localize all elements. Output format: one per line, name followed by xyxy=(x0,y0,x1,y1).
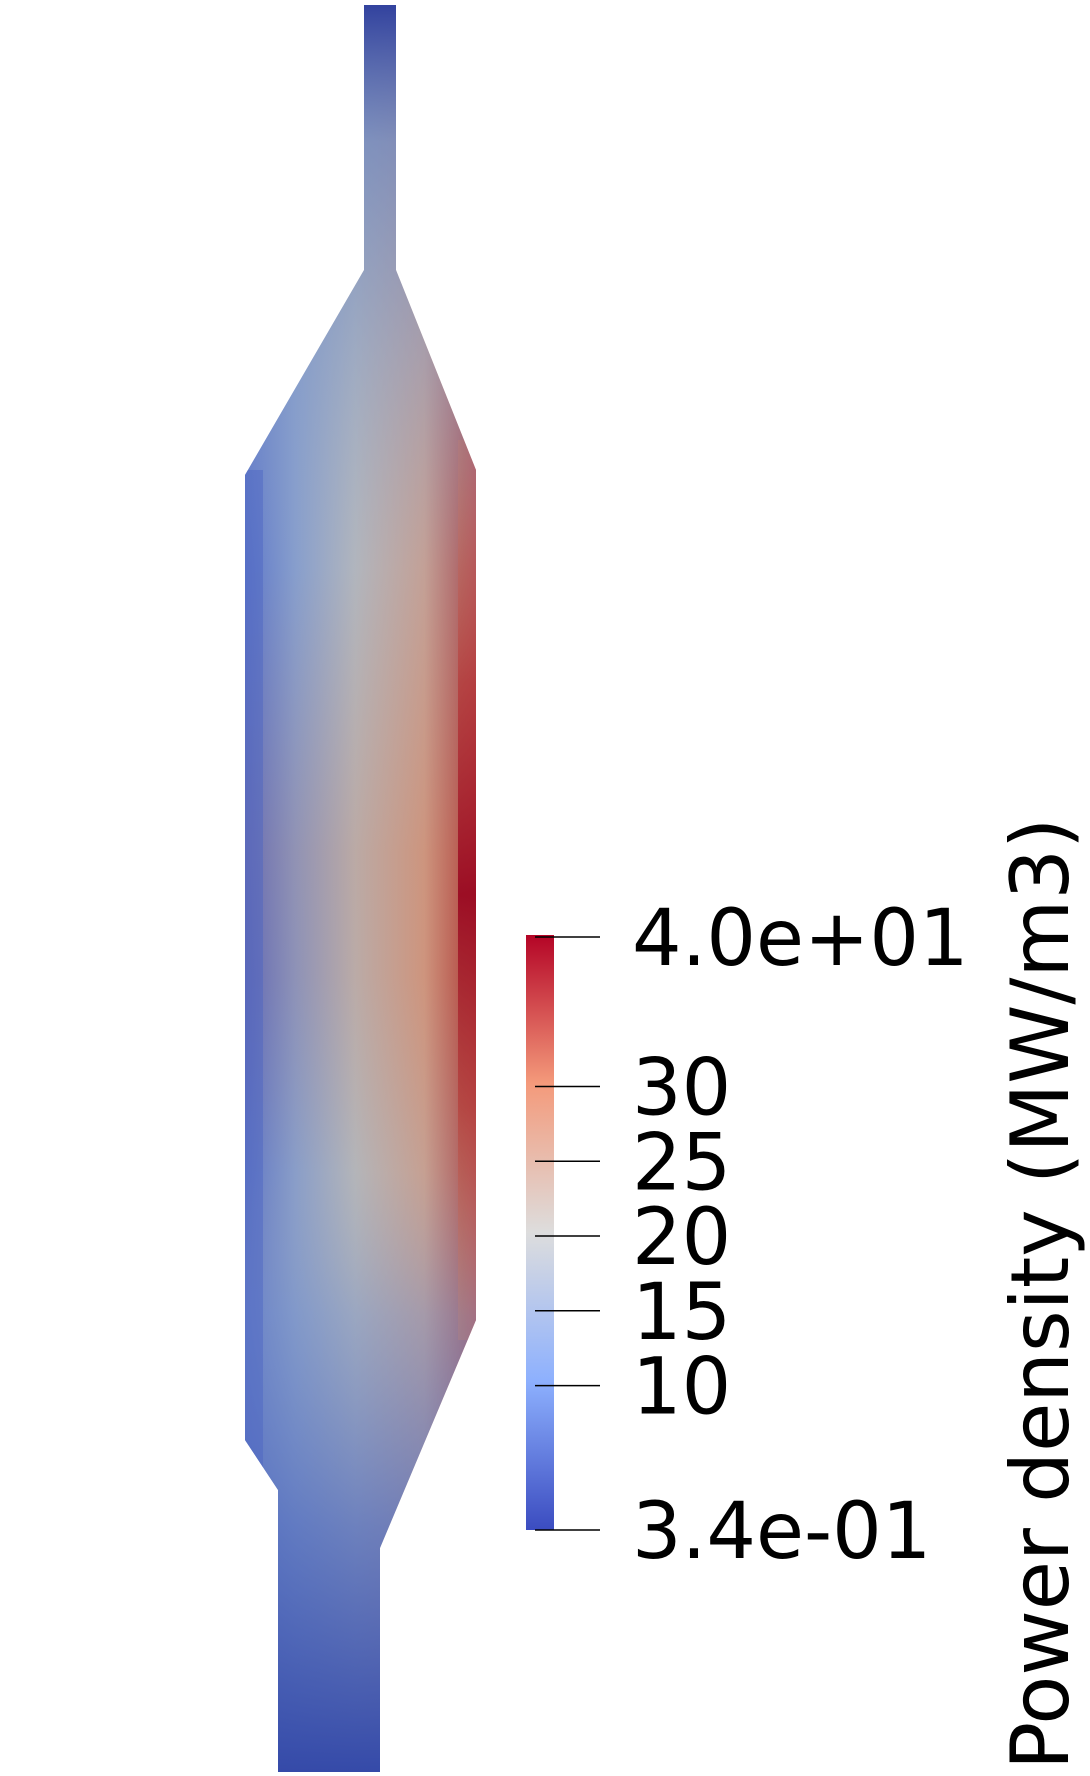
colorbar-tick-label: 30 xyxy=(632,1044,731,1134)
colorbar-tick-label: 4.0e+01 xyxy=(632,894,969,984)
colorbar-tick-label: 10 xyxy=(632,1343,731,1433)
colorbar-title: Power density (MW/m3) xyxy=(994,818,1087,1770)
field-cool-wall xyxy=(245,470,263,1470)
colorbar-tick-label: 3.4e-01 xyxy=(632,1487,931,1577)
colorbar-tick-label: 25 xyxy=(632,1118,731,1208)
reactor-field-plot xyxy=(245,5,476,1772)
field-hot-wall xyxy=(458,440,476,1340)
colorbar-tick-label: 15 xyxy=(632,1268,731,1358)
colorbar-gradient xyxy=(526,935,554,1530)
colorbar-tick-label: 20 xyxy=(632,1193,731,1283)
